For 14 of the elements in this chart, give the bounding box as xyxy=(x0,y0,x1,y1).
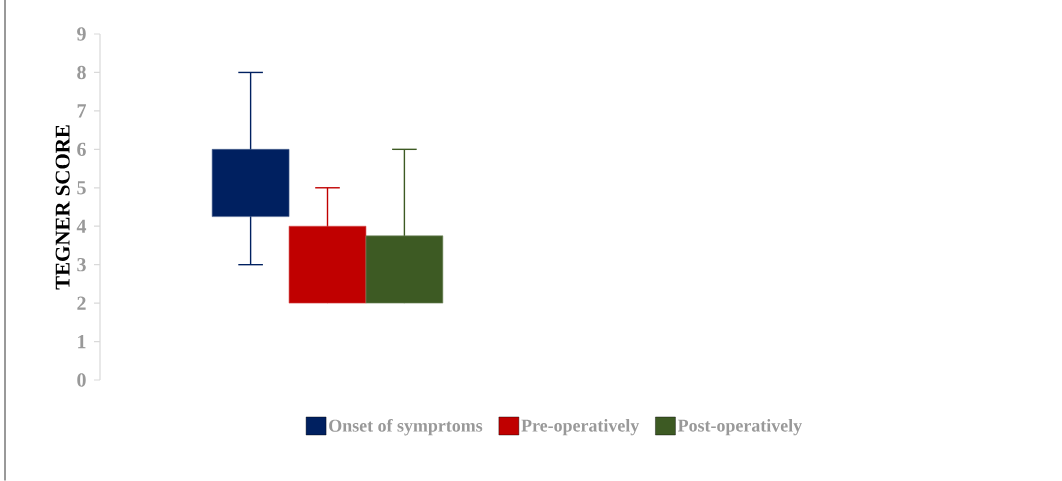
legend-label: Post-operatively xyxy=(677,419,802,436)
y-tick-label: 6 xyxy=(77,142,86,157)
y-axis-title: TEGNER SCORE xyxy=(55,125,70,290)
legend-label: Pre-operatively xyxy=(521,419,640,436)
y-tick-label: 7 xyxy=(77,104,86,118)
y-tick-label: 4 xyxy=(76,219,87,233)
y-tick-label: 1 xyxy=(78,334,86,349)
y-tick-label: 9 xyxy=(77,27,86,41)
legend-label: Onset of symprtoms xyxy=(329,418,483,436)
y-tick-label: 3 xyxy=(77,257,86,272)
y-tick-label: 5 xyxy=(77,181,86,195)
y-tick-label: 0 xyxy=(77,373,86,387)
y-tick-label: 2 xyxy=(77,296,86,310)
y-tick-label: 8 xyxy=(77,65,86,80)
